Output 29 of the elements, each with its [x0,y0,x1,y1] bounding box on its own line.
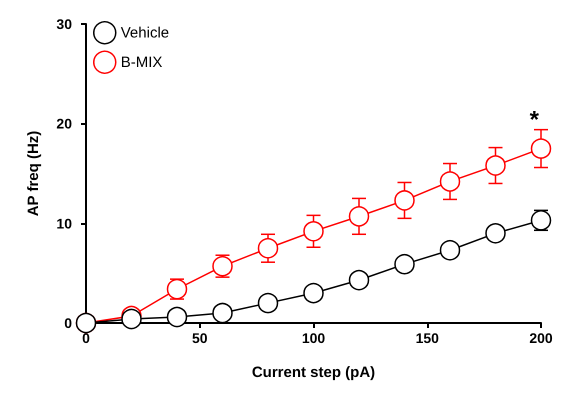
x-tick-label: 0 [82,330,90,346]
point [485,155,506,176]
x-tick-label: 200 [529,330,553,346]
point [348,270,370,290]
point [440,171,460,192]
x-tick-label: 50 [192,330,208,346]
point [258,292,278,314]
annotation: * [530,106,540,134]
point [303,282,324,304]
x-axis-title: Current step (pA) [252,364,376,381]
point [485,223,506,244]
y-tick-label: 0 [64,315,72,331]
legend-label: Vehicle [120,24,170,42]
y-axis-title: AP freq (Hz) [25,130,42,216]
y-tick-label: 10 [56,215,72,232]
point [303,221,324,242]
legend-label: B-MIX [120,54,162,71]
point [212,302,233,324]
point [258,238,278,258]
y-tick-label: 20 [56,116,72,132]
x-tick-label: 100 [302,330,326,346]
point [348,206,370,227]
x-tick-label: 150 [416,330,440,346]
point [394,254,415,274]
point [394,190,415,211]
point [166,306,188,328]
y-tick-label: 30 [56,16,72,32]
point [530,138,552,159]
point [440,240,460,260]
